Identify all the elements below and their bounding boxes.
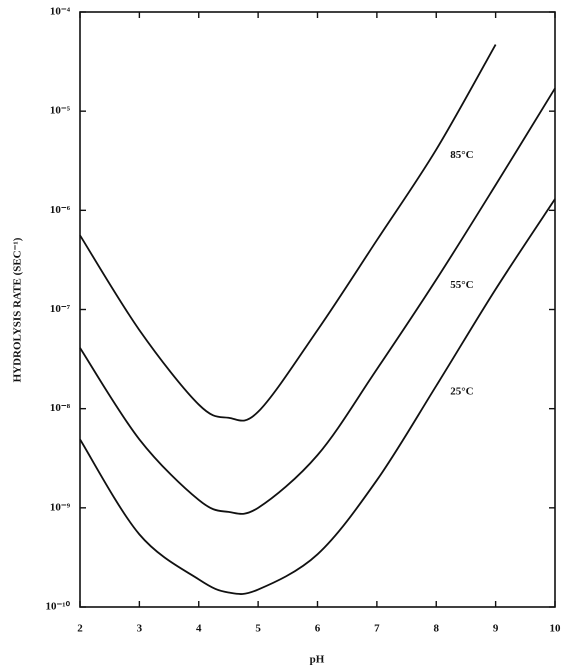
curve xyxy=(79,87,556,515)
y-axis-label: HYDROLYSIS RATE (SEC⁻¹) xyxy=(12,237,24,382)
x-tick-label: 8 xyxy=(434,623,440,635)
x-tick-label: 10 xyxy=(550,623,562,635)
y-tick-label: 10⁻¹⁰ xyxy=(45,601,70,613)
y-tick-label: 10⁻⁵ xyxy=(50,105,71,117)
x-tick-label: 3 xyxy=(137,623,143,635)
x-tick-label: 4 xyxy=(196,623,202,635)
x-tick-label: 5 xyxy=(255,623,261,635)
x-tick-label: 2 xyxy=(77,623,83,635)
y-tick-label: 10⁻⁷ xyxy=(50,303,71,315)
curve-label: 55°C xyxy=(450,279,473,291)
curve-label: 85°C xyxy=(450,149,473,161)
y-tick-label: 10⁻⁸ xyxy=(50,402,71,414)
curve xyxy=(79,44,497,422)
x-tick-label: 7 xyxy=(374,623,380,635)
y-tick-label: 10⁻⁶ xyxy=(50,204,71,216)
curve xyxy=(79,198,556,595)
y-tick-label: 10⁻⁴ xyxy=(50,6,71,18)
x-tick-label: 6 xyxy=(315,623,321,635)
y-tick-label: 10⁻⁹ xyxy=(50,501,71,513)
x-tick-label: 9 xyxy=(493,623,499,635)
x-axis-label: pH xyxy=(310,654,325,666)
curve-label: 25°C xyxy=(450,385,473,397)
